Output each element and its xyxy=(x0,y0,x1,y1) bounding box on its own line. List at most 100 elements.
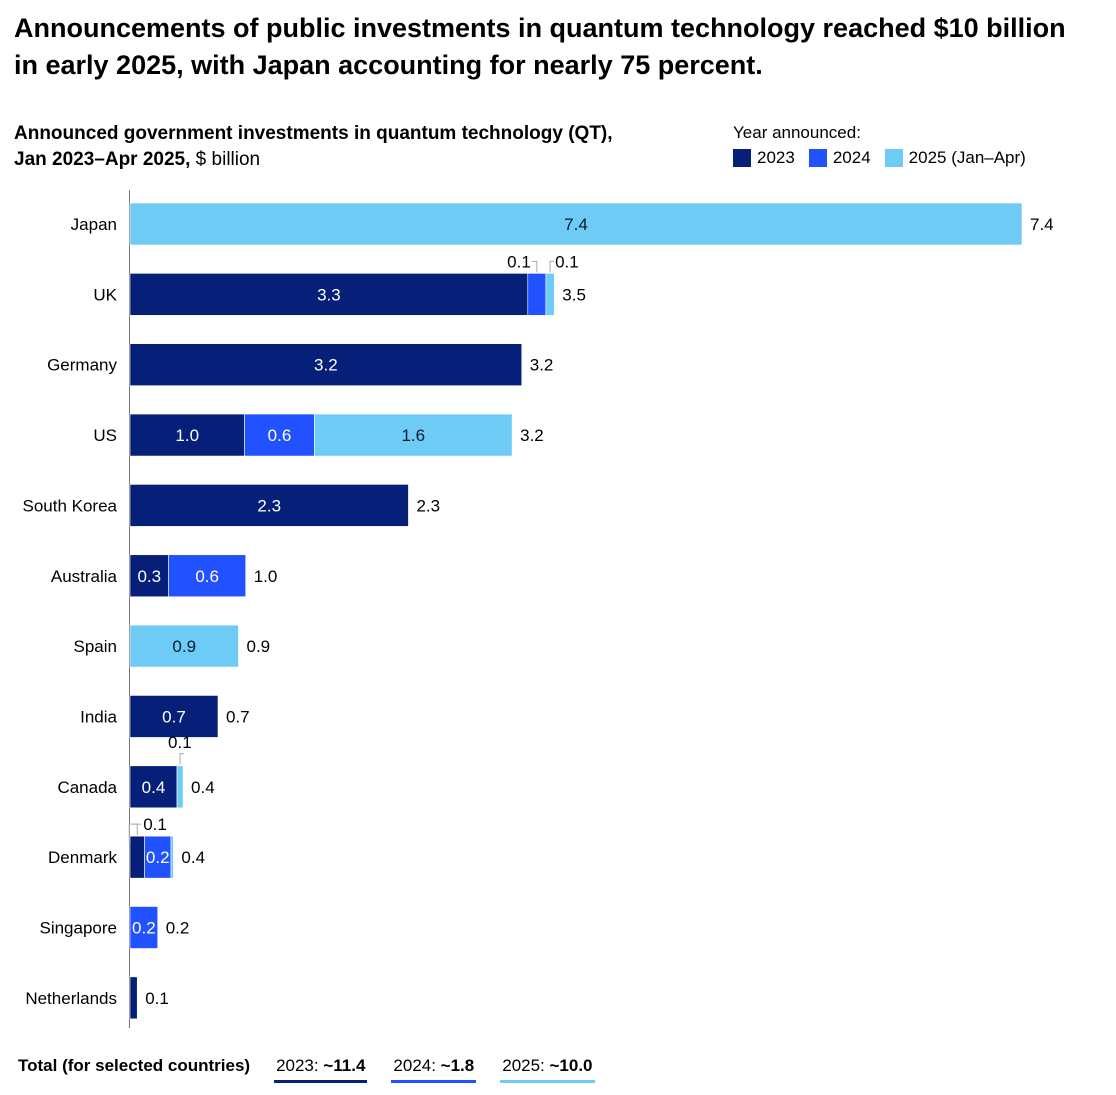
category-label: Netherlands xyxy=(25,989,117,1008)
total-label: 0.4 xyxy=(191,778,215,797)
legend-item-2024: 2024 xyxy=(808,148,871,168)
segment-label: 0.1 xyxy=(507,252,531,271)
category-label: Germany xyxy=(47,356,117,375)
legend-item-2023: 2023 xyxy=(733,148,795,168)
legend-label-2024: 2024 xyxy=(832,148,871,167)
bar-segment-2023 xyxy=(129,273,529,316)
subtitle-main: Announced government investments in quan… xyxy=(14,123,613,144)
legend-item-2025: 2025 (Jan–Apr) xyxy=(884,148,1026,168)
category-label: Spain xyxy=(74,637,117,656)
legend-label-2023: 2023 xyxy=(757,148,795,167)
segment-label: 0.4 xyxy=(142,778,166,797)
category-label: Denmark xyxy=(48,848,117,867)
bar-segment-2025 xyxy=(314,413,513,457)
bar-row-netherlands: Netherlands 0.1 xyxy=(25,976,169,1020)
segment-label: 0.2 xyxy=(132,919,156,938)
total-year: 2025: xyxy=(502,1056,550,1075)
segment-label: 1.0 xyxy=(175,426,199,445)
category-label: Australia xyxy=(51,567,118,586)
segment-label: 0.1 xyxy=(143,815,167,834)
chart-headline: Announcements of public investments in q… xyxy=(14,13,1066,80)
segment-label: 0.1 xyxy=(555,252,579,271)
category-label: South Korea xyxy=(22,496,117,515)
total-value: ~1.8 xyxy=(440,1056,475,1075)
total-label: 2.3 xyxy=(416,496,440,515)
total-label: 0.1 xyxy=(145,989,169,1008)
total-label: 3.2 xyxy=(520,426,544,445)
bar-segment-2025 xyxy=(545,273,555,316)
total-value: ~10.0 xyxy=(549,1056,593,1075)
category-label: Canada xyxy=(57,778,117,797)
bar-row-japan: Japan 7.4 7.4 xyxy=(71,202,1054,246)
segment-label: 0.6 xyxy=(195,567,219,586)
segment-label: 3.3 xyxy=(317,285,341,304)
legend-swatch-2024 xyxy=(808,149,827,167)
total-label: 3.5 xyxy=(562,285,586,304)
bar-row-canada: Canada 0.4 0.1 0.4 xyxy=(57,733,215,809)
leader-line xyxy=(549,260,555,273)
total-2023: 2023: ~11.4 xyxy=(274,1056,368,1083)
segment-label: 0.6 xyxy=(268,426,292,445)
bar-row-singapore: Singapore 0.2 0.2 xyxy=(39,906,190,949)
bar-segment-2023 xyxy=(129,765,178,809)
total-label: 3.2 xyxy=(530,356,554,375)
bar-segment-2024 xyxy=(244,413,315,457)
total-year: 2023: xyxy=(276,1056,324,1075)
bar-segment-2023 xyxy=(129,976,138,1020)
segment-label: 1.6 xyxy=(401,426,425,445)
legend-label-2025: 2025 (Jan–Apr) xyxy=(908,148,1026,167)
bar-segment-2023 xyxy=(129,835,145,879)
segment-label: 7.4 xyxy=(564,215,588,234)
bar-segment-2023 xyxy=(129,413,245,457)
total-label: 0.2 xyxy=(166,919,190,938)
bar-row-germany: Germany 3.2 3.2 xyxy=(47,343,554,387)
subtitle-unit: $ billion xyxy=(190,149,261,170)
bar-row-spain: Spain 0.9 0.9 xyxy=(74,624,270,668)
leader-line xyxy=(531,260,538,273)
bar-segment-2025 xyxy=(176,765,184,809)
bar-segment-2025 xyxy=(170,835,174,879)
category-label: India xyxy=(80,707,117,726)
leader-line xyxy=(132,823,138,836)
bar-segment-2023 xyxy=(129,695,219,738)
bar-segment-2024 xyxy=(168,554,247,598)
legend-title: Year announced: xyxy=(733,123,861,142)
bar-row-uk: UK 3.3 0.1 0.1 3.5 xyxy=(93,252,586,316)
category-label: Japan xyxy=(71,215,117,234)
bar-row-us: US 1.0 0.6 1.6 3.2 xyxy=(93,413,544,457)
bar-segment-2025 xyxy=(129,202,1023,246)
total-label: 0.9 xyxy=(246,637,270,656)
leader-line xyxy=(179,753,185,765)
bar-segment-2025 xyxy=(129,624,239,668)
segment-label: 0.1 xyxy=(168,733,192,752)
total-label: 0.4 xyxy=(181,848,205,867)
segment-label: 3.2 xyxy=(314,356,338,375)
category-label: Singapore xyxy=(39,919,117,938)
legend-swatch-2023 xyxy=(733,149,751,167)
segment-label: 0.7 xyxy=(162,707,186,726)
segment-label: 0.2 xyxy=(146,848,170,867)
bar-segment-2024 xyxy=(144,835,172,879)
bar-segment-2024 xyxy=(527,273,547,316)
total-year: 2024: xyxy=(393,1056,441,1075)
bar-segment-2024 xyxy=(129,906,159,949)
segment-label: 2.3 xyxy=(257,496,281,515)
bar-segment-2023 xyxy=(129,343,523,387)
total-label: 0.7 xyxy=(226,707,250,726)
totals-label: Total (for selected countries) xyxy=(18,1056,251,1075)
bar-row-australia: Australia 0.3 0.6 1.0 xyxy=(51,554,277,598)
bar-row-south-korea: South Korea 2.3 2.3 xyxy=(22,484,440,527)
bar-segment-2023 xyxy=(129,554,169,598)
total-2024: 2024: ~1.8 xyxy=(391,1056,477,1083)
bar-segment-2023 xyxy=(129,484,409,527)
segment-label: 0.3 xyxy=(137,567,161,586)
category-label: UK xyxy=(93,285,117,304)
segment-label: 0.9 xyxy=(172,637,196,656)
legend: Year announced: 2023 2024 2025 (Jan–Apr) xyxy=(733,123,1026,168)
chart-subtitle: Announced government investments in quan… xyxy=(14,121,613,173)
total-2025: 2025: ~10.0 xyxy=(500,1056,595,1083)
total-value: ~11.4 xyxy=(323,1056,366,1075)
total-label: 7.4 xyxy=(1030,215,1054,234)
